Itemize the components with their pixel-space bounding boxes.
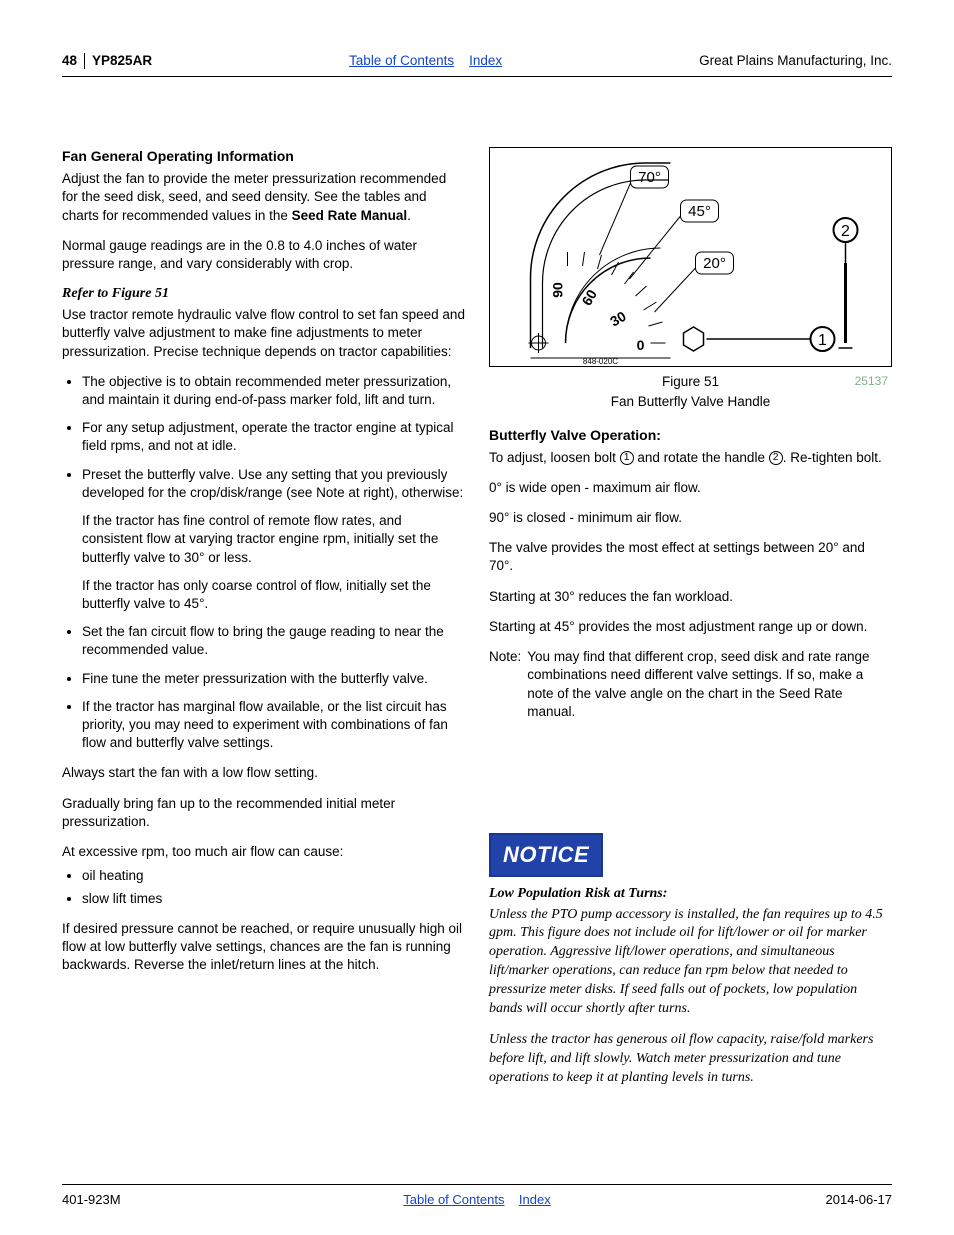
figure-number: Figure 51 bbox=[662, 374, 719, 389]
angle-90: 90 bbox=[550, 282, 566, 298]
page-header: 48 YP825AR Table of Contents Index Great… bbox=[62, 52, 892, 70]
para: If desired pressure cannot be reached, o… bbox=[62, 920, 465, 975]
page-number: 48 bbox=[62, 52, 77, 70]
divider bbox=[84, 53, 85, 69]
header-rule bbox=[62, 76, 892, 77]
toc-link[interactable]: Table of Contents bbox=[349, 53, 454, 68]
text: slow lift times bbox=[82, 891, 162, 906]
part-number: 848-020C bbox=[583, 357, 618, 366]
text: If the tractor has marginal flow availab… bbox=[82, 699, 448, 750]
angle-0: 0 bbox=[637, 337, 645, 353]
bolt-1: 1 bbox=[684, 327, 835, 351]
section-heading-valve-op: Butterfly Valve Operation: bbox=[489, 426, 892, 445]
text: . bbox=[407, 208, 411, 223]
note: Note: You may find that different crop, … bbox=[489, 648, 892, 721]
label-70: 70° bbox=[638, 169, 661, 186]
header-center: Table of Contents Index bbox=[152, 52, 699, 70]
header-left: 48 YP825AR bbox=[62, 52, 152, 70]
left-column: Fan General Operating Information Adjust… bbox=[62, 147, 465, 1099]
notice-badge: NOTICE bbox=[489, 833, 603, 877]
callout-ref-1: 1 bbox=[620, 451, 634, 465]
content-columns: Fan General Operating Information Adjust… bbox=[62, 147, 892, 1099]
notice-para: Unless the PTO pump accessory is install… bbox=[489, 906, 892, 1019]
figure-box: 848-020C 0 30 60 90 70° 45° bbox=[489, 147, 892, 367]
text: Set the fan circuit flow to bring the ga… bbox=[82, 624, 444, 657]
text: The objective is to obtain recommended m… bbox=[82, 374, 451, 407]
para: Adjust the fan to provide the meter pres… bbox=[62, 170, 465, 225]
note-body: You may find that different crop, seed d… bbox=[527, 648, 892, 721]
para: At excessive rpm, too much air flow can … bbox=[62, 843, 465, 861]
para: To adjust, loosen bolt 1 and rotate the … bbox=[489, 449, 892, 467]
para: Always start the fan with a low flow set… bbox=[62, 764, 465, 782]
callout-2: 2 bbox=[841, 223, 850, 240]
para: 0° is wide open - maximum air flow. bbox=[489, 479, 892, 497]
callout-70: 70° bbox=[600, 166, 669, 255]
company-name: Great Plains Manufacturing, Inc. bbox=[699, 52, 892, 70]
footer-row: 401-923M Table of Contents Index 2014-06… bbox=[62, 1191, 892, 1209]
list-item: Set the fan circuit flow to bring the ga… bbox=[82, 623, 465, 659]
butterfly-valve-diagram: 848-020C 0 30 60 90 70° 45° bbox=[490, 148, 891, 366]
sub-para: If the tractor has fine control of remot… bbox=[82, 512, 465, 567]
refer-line: Refer to Figure 51 bbox=[62, 285, 465, 304]
text: Fine tune the meter pressurization with … bbox=[82, 671, 428, 686]
notice-heading: Low Population Risk at Turns: bbox=[489, 885, 892, 904]
text: . Re-tighten bolt. bbox=[783, 450, 882, 465]
handle-2: 2 bbox=[834, 218, 858, 348]
bullet-list: The objective is to obtain recommended m… bbox=[62, 373, 465, 753]
para: 90° is closed - minimum air flow. bbox=[489, 509, 892, 527]
text: For any setup adjustment, operate the tr… bbox=[82, 420, 453, 453]
para: Starting at 30° reduces the fan workload… bbox=[489, 588, 892, 606]
para: The valve provides the most effect at se… bbox=[489, 539, 892, 575]
callout-20: 20° bbox=[655, 252, 734, 312]
callout-ref-2: 2 bbox=[769, 451, 783, 465]
figure-title: Fan Butterfly Valve Handle bbox=[489, 393, 892, 411]
figure-caption-row: Figure 51 25137 bbox=[489, 373, 892, 391]
list-item: slow lift times bbox=[82, 890, 465, 908]
callout-1: 1 bbox=[818, 332, 827, 349]
para: Gradually bring fan up to the recommende… bbox=[62, 795, 465, 831]
angle-30: 30 bbox=[607, 308, 629, 330]
section-heading-fan-info: Fan General Operating Information bbox=[62, 147, 465, 166]
text: Preset the butterfly valve. Use any sett… bbox=[82, 467, 463, 500]
right-column: 848-020C 0 30 60 90 70° 45° bbox=[489, 147, 892, 1099]
list-item: Preset the butterfly valve. Use any sett… bbox=[82, 466, 465, 614]
list-item: If the tractor has marginal flow availab… bbox=[82, 698, 465, 753]
bullet-list: oil heating slow lift times bbox=[62, 867, 465, 907]
footer-rule bbox=[62, 1184, 892, 1185]
manual-name: Seed Rate Manual bbox=[292, 208, 408, 223]
notice-para: Unless the tractor has generous oil flow… bbox=[489, 1031, 892, 1088]
para: Normal gauge readings are in the 0.8 to … bbox=[62, 237, 465, 273]
label-20: 20° bbox=[703, 255, 726, 272]
list-item: Fine tune the meter pressurization with … bbox=[82, 670, 465, 688]
label-45: 45° bbox=[688, 203, 711, 220]
sub-para: If the tractor has only coarse control o… bbox=[82, 577, 465, 613]
figure-id: 25137 bbox=[855, 373, 888, 389]
note-label: Note: bbox=[489, 648, 521, 721]
index-link[interactable]: Index bbox=[469, 53, 502, 68]
list-item: The objective is to obtain recommended m… bbox=[82, 373, 465, 409]
para: Use tractor remote hydraulic valve flow … bbox=[62, 306, 465, 361]
para: Starting at 45° provides the most adjust… bbox=[489, 618, 892, 636]
footer-center: Table of Contents Index bbox=[62, 1191, 892, 1209]
toc-link-footer[interactable]: Table of Contents bbox=[403, 1192, 504, 1207]
text: oil heating bbox=[82, 868, 144, 883]
page-footer: 401-923M Table of Contents Index 2014-06… bbox=[62, 1184, 892, 1209]
index-link-footer[interactable]: Index bbox=[519, 1192, 551, 1207]
text: and rotate the handle bbox=[634, 450, 769, 465]
model-code: YP825AR bbox=[92, 52, 152, 70]
list-item: oil heating bbox=[82, 867, 465, 885]
text: To adjust, loosen bolt bbox=[489, 450, 620, 465]
list-item: For any setup adjustment, operate the tr… bbox=[82, 419, 465, 455]
